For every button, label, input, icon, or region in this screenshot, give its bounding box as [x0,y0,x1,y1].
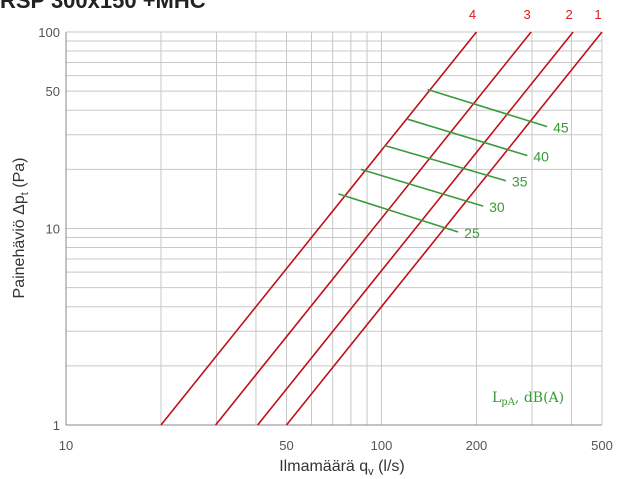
sound-line-45 [427,88,548,128]
series-line-1 [285,31,603,426]
sound-line-25 [338,193,459,233]
y-tick-labels: 1 10 50 100 [38,25,60,433]
series-label-3: 3 [523,7,530,22]
sound-line-label-45: 45 [553,120,569,136]
sound-line-label-30: 30 [489,199,505,215]
series-label-2: 2 [566,7,573,22]
x-tick-labels: 10 50 100 200 500 [59,438,613,453]
sound-line-label-25: 25 [464,225,480,241]
chart-title: RSP 300x150 +MHC [0,0,206,13]
x-axis-label: Ilmamäärä qv (l/s) [279,458,405,478]
y-tick-label: 50 [46,84,60,99]
x-tick-label: 50 [279,438,293,453]
plot-frame [65,31,603,426]
sound-line-30 [360,168,484,207]
y-tick-label: 10 [46,222,60,237]
sound-level-legend: LpA, dB(A) [492,390,564,408]
x-tick-label: 500 [591,438,613,453]
series-line-3 [214,31,532,426]
x-tick-label: 200 [466,438,488,453]
y-tick-label: 100 [38,25,60,40]
series-line-2 [257,31,574,426]
y-tick-label: 1 [53,418,60,433]
series-line-4 [160,31,478,426]
sound-line-label-35: 35 [512,174,528,190]
sound-line-40 [407,118,528,157]
series-label-1: 1 [594,7,601,22]
series-layer [160,31,603,426]
x-tick-label: 10 [59,438,73,453]
sound-line-35 [383,144,507,182]
series-label-4: 4 [469,7,476,22]
series-labels: 4 3 2 1 [469,7,602,22]
x-tick-label: 100 [371,438,393,453]
sound-line-label-40: 40 [533,149,549,165]
y-axis-label: Painehäviö Δpt (Pa) [11,158,31,299]
